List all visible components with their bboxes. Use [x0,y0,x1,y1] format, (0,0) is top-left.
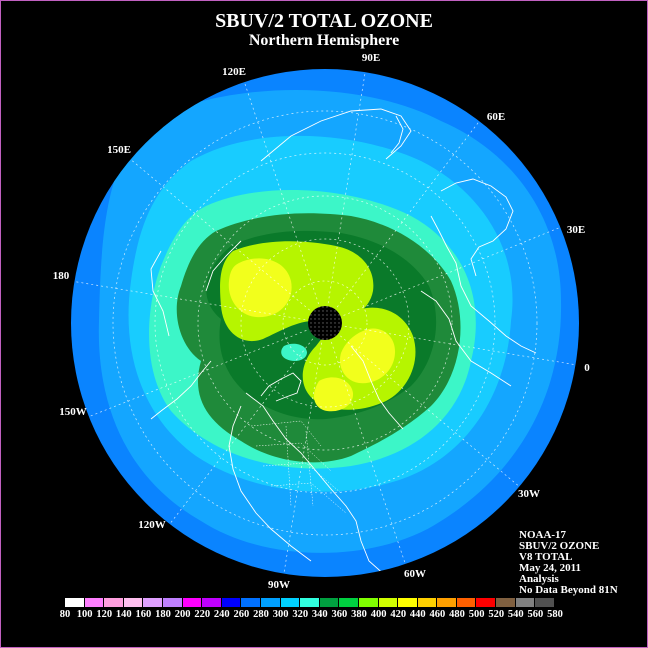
colorbar-swatch [260,598,281,607]
colorbar-ticks: 80 100 120 140 160 180 200 220 240 260 280 300 320 34… [55,609,615,623]
colorbar-swatch [84,598,105,607]
colorbar-swatch [221,598,242,607]
data-info-block: NOAA-17 SBUV/2 OZONE V8 TOTAL May 24, 20… [519,530,618,596]
info-satellite: NOAA-17 [519,529,567,541]
colorbar-tick-label: 340 [311,609,328,620]
coastlines [150,108,537,577]
colorbar-tick-label: 140 [115,609,132,620]
colorbar-tick-label: 520 [488,609,505,620]
lon-label-120w: 120W [138,519,166,531]
colorbar-tick-label: 280 [253,609,269,620]
colorbar-swatch [358,598,379,607]
colorbar-swatch [496,598,516,607]
colorbar-tick-label: 440 [409,609,426,620]
colorbar-swatch [476,598,497,607]
info-product: SBUV/2 OZONE [519,540,600,552]
lon-label-90w: 90W [268,579,290,591]
info-version: V8 TOTAL [519,551,573,563]
lon-label-180: 180 [53,270,70,282]
colorbar-tick-label: 580 [547,609,563,620]
state-borders [250,420,347,514]
colorbar-tick-label: 460 [429,609,446,620]
ozone-max-east [339,328,396,384]
colorbar-tick-label: 240 [213,609,230,620]
colorbar-tick-label: 560 [527,609,544,620]
lon-label-90e: 90E [362,52,380,64]
lon-label-0: 0 [584,362,590,374]
colorbar-tick-label: 380 [351,609,367,620]
lon-label-120e: 120E [222,66,246,78]
lon-label-150e: 150E [107,144,131,156]
info-no-data-note: No Data Beyond 81N [519,584,618,596]
colorbar-swatch [202,598,222,607]
colorbar-swatch [398,598,418,607]
colorbar-tick-label: 300 [272,609,289,620]
colorbar-swatch [417,598,438,607]
no-data-pole [308,306,342,340]
colorbar-tick-label: 320 [292,609,309,620]
lon-label-150w: 150W [59,406,87,418]
colorbar-tick-label: 100 [76,609,93,620]
colorbar-swatch [319,598,340,607]
lon-label-30e: 30E [567,224,585,236]
colorbar-swatch [123,598,144,607]
info-date: May 24, 2011 [519,562,582,574]
colorbar-tick-label: 180 [155,609,171,620]
map-subtitle: Northern Hemisphere [248,32,400,49]
colorbar-swatch [300,598,320,607]
colorbar-tick-label: 480 [449,609,465,620]
colorbar-swatch [437,598,457,607]
latitude-lines [112,110,538,536]
map-title: SBUV/2 TOTAL OZONE [215,10,433,32]
colorbar-tick-label: 420 [390,609,407,620]
colorbar-swatch [182,598,203,607]
ozone-colorbar [65,598,555,607]
colorbar-tick-label: 540 [507,609,524,620]
colorbar-swatch [65,598,85,607]
colorbar-tick-label: 260 [233,609,250,620]
colorbar-tick-label: 500 [468,609,485,620]
colorbar-tick-label: 360 [331,609,348,620]
lon-label-60e: 60E [487,111,505,123]
ozone-max-west [228,258,292,318]
colorbar-tick-label: 160 [135,609,152,620]
meridian-lines [71,69,578,577]
colorbar-swatch [535,598,555,607]
ozone-max-south [313,377,354,412]
colorbar-tick-label: 400 [370,609,387,620]
colorbar-swatch [104,598,124,607]
ozone-low-patch [281,343,307,361]
colorbar-swatch [143,598,163,607]
colorbar-tick-label: 120 [96,609,113,620]
colorbar-swatch [456,598,477,607]
colorbar-swatch [515,598,536,607]
colorbar-swatch [378,598,399,607]
info-type: Analysis [519,573,559,585]
colorbar-tick-label: 80 [59,609,71,620]
colorbar-swatch [241,598,261,607]
colorbar-tick-label: 220 [194,609,211,620]
lon-label-60w: 60W [404,568,426,580]
longitude-labels: 90E 60E 30E 0 30W 60W 90W 120W 150W 180 … [53,52,591,591]
colorbar-tick-label: 200 [174,609,191,620]
lon-label-30w: 30W [518,488,540,500]
colorbar-swatch [162,598,183,607]
colorbar-swatch [339,598,359,607]
colorbar-swatch [280,598,301,607]
